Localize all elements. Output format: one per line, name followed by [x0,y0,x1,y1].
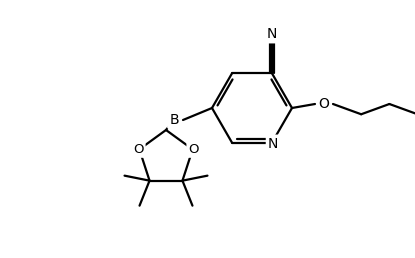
Text: O: O [188,143,199,156]
Text: N: N [268,137,278,151]
Text: N: N [267,27,277,41]
Text: O: O [133,143,144,156]
Text: O: O [319,97,330,111]
Text: B: B [169,113,179,127]
